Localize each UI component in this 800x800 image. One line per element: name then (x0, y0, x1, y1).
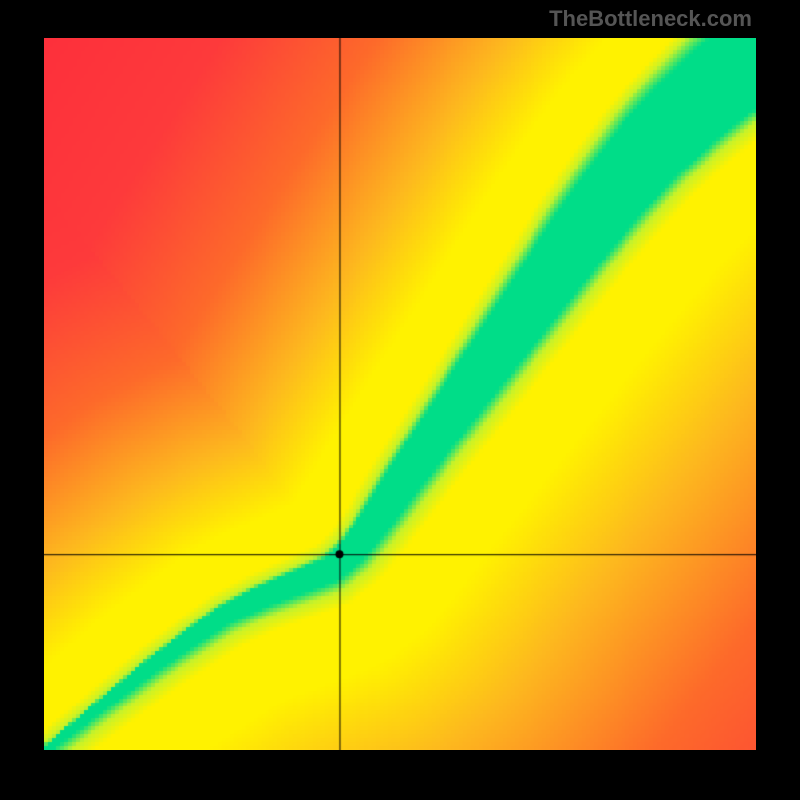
bottleneck-heatmap (44, 38, 756, 750)
plot-frame (44, 38, 756, 750)
chart-container: TheBottleneck.com (0, 0, 800, 800)
watermark-text: TheBottleneck.com (549, 6, 752, 32)
